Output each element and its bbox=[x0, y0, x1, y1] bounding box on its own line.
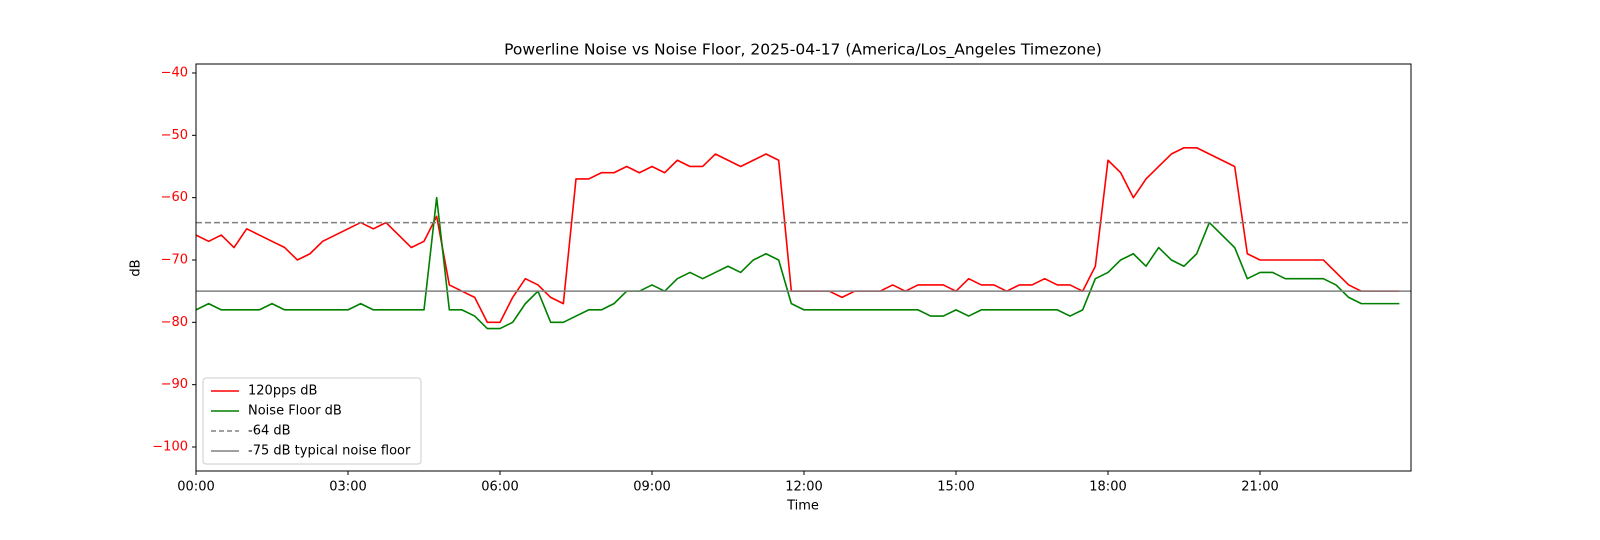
legend-label: -64 dB bbox=[248, 424, 291, 439]
x-tick-label: 06:00 bbox=[481, 480, 518, 495]
x-axis-label: Time bbox=[786, 499, 819, 514]
plot-frame bbox=[195, 63, 1412, 472]
legend-box bbox=[202, 377, 422, 465]
y-axis-label: dB bbox=[129, 259, 144, 276]
series-line bbox=[196, 146, 1400, 324]
x-tick-label: 18:00 bbox=[1089, 480, 1126, 495]
x-tick-label: 03:00 bbox=[329, 480, 366, 495]
legend: 120pps dB Noise Floor dB -64 dB -75 dB typi… bbox=[202, 377, 422, 465]
y-tick-label: −80 bbox=[161, 315, 188, 330]
chart-title: Powerline Noise vs Noise Floor, 2025-04-… bbox=[504, 41, 1102, 60]
y-tick-label: −50 bbox=[161, 128, 188, 143]
x-tick-label: 21:00 bbox=[1241, 480, 1278, 495]
legend-label: -75 dB typical noise floor bbox=[248, 444, 411, 459]
y-tick-label: −90 bbox=[161, 377, 188, 392]
series-line bbox=[196, 196, 1400, 330]
y-tick-label: −60 bbox=[161, 190, 188, 205]
x-tick-label: 15:00 bbox=[937, 480, 974, 495]
x-tick-label: 09:00 bbox=[633, 480, 670, 495]
x-tick-label: 12:00 bbox=[785, 480, 822, 495]
y-tick-label: −70 bbox=[161, 252, 188, 267]
legend-label: 120pps dB bbox=[248, 384, 317, 399]
x-tick-label: 00:00 bbox=[177, 480, 214, 495]
y-tick-label: −40 bbox=[161, 65, 188, 80]
legend-label: Noise Floor dB bbox=[248, 404, 342, 419]
plot-area bbox=[196, 146, 1411, 330]
y-tick-label: −100 bbox=[152, 440, 188, 455]
